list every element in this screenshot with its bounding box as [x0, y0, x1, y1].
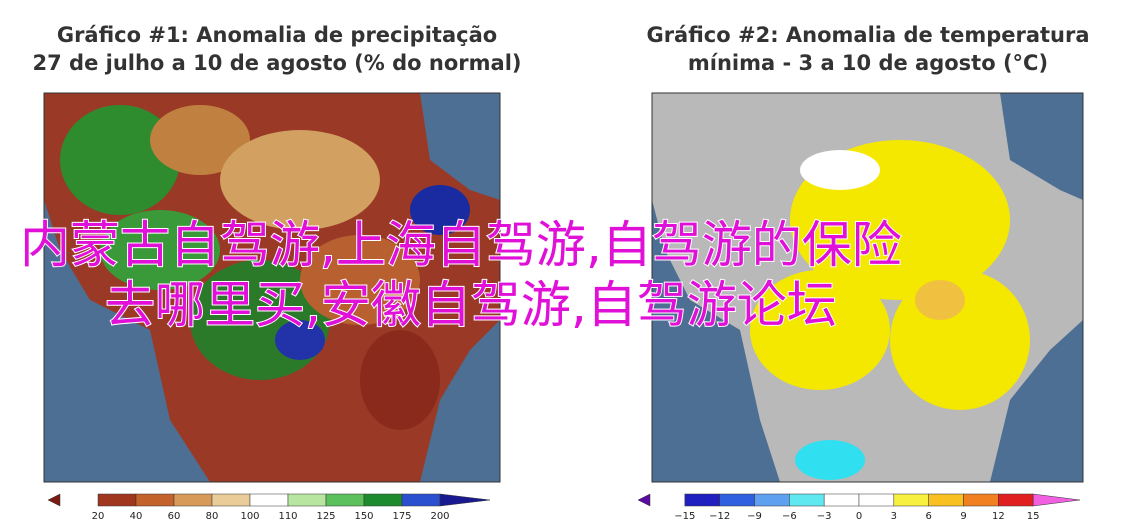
colorbar-label: −3: [817, 511, 832, 522]
title-line: Gráfico #1: Anomalia de precipitação: [57, 23, 497, 47]
colorbar-label: 200: [430, 511, 449, 522]
colorbar-segment: [363, 493, 403, 507]
colorbar-segment: [97, 493, 137, 507]
colorbar-arrow: [439, 493, 491, 507]
overlay-text: 内蒙古自驾游,上海自驾游,自驾游的保险: [20, 216, 902, 274]
colorbar: −15 −12 −9 −6 −3 0 3 6 9 12 15: [637, 493, 1081, 522]
colorbar-label: −15: [674, 511, 695, 522]
colorbar-segment: [249, 493, 289, 507]
colorbar: 20 40 60 80 100 110 125 150 175 200: [47, 493, 491, 522]
colorbar-label: 110: [278, 511, 297, 522]
colorbar-segment: [893, 493, 929, 507]
colorbar-segment: [823, 493, 860, 507]
colorbar-label: −12: [709, 511, 730, 522]
title-line: mínima - 3 a 10 de agosto (°C): [688, 51, 1048, 75]
colorbar-segment: [998, 493, 1034, 507]
title-line: 27 de julho a 10 de agosto (% do normal): [33, 51, 522, 75]
colorbar-label: 6: [925, 511, 931, 522]
colorbar-label: 3: [891, 511, 897, 522]
colorbar-arrow: [637, 493, 651, 507]
colorbar-segment: [719, 493, 755, 507]
title-line: Gráfico #2: Anomalia de temperatura: [646, 23, 1089, 47]
colorbar-segment: [173, 493, 213, 507]
colorbar-label: 40: [130, 511, 143, 522]
colorbar-label: 100: [240, 511, 259, 522]
colorbar-segment: [211, 493, 251, 507]
map-frame: [43, 92, 501, 483]
colorbar-label: 175: [392, 511, 411, 522]
colorbar-segment: [928, 493, 964, 507]
colorbar-label: 12: [992, 511, 1005, 522]
colorbar-label: −6: [782, 511, 797, 522]
colorbar-arrow: [47, 493, 61, 507]
colorbar-segment: [135, 493, 175, 507]
map-temperature: [652, 93, 1083, 482]
colorbar-label: 0: [856, 511, 862, 522]
map-precipitation: [44, 93, 500, 482]
colorbar-segment: [684, 493, 720, 507]
colorbar-segment: [287, 493, 327, 507]
colorbar-segment: [789, 493, 825, 507]
colorbar-arrow: [1032, 493, 1081, 507]
colorbar-label: 15: [1027, 511, 1040, 522]
colorbar-label: −9: [747, 511, 762, 522]
colorbar-segment: [858, 493, 895, 507]
colorbar-segment: [963, 493, 999, 507]
map-frame: [651, 92, 1084, 483]
colorbar-label: 60: [168, 511, 181, 522]
colorbar-segment: [754, 493, 790, 507]
overlay-text: 去哪里买,安徽自驾游,自驾游论坛: [105, 276, 837, 334]
colorbar-label: 20: [92, 511, 105, 522]
colorbar-segment: [401, 493, 441, 507]
colorbar-label: 125: [316, 511, 335, 522]
colorbar-segment: [325, 493, 365, 507]
colorbar-label: 80: [206, 511, 219, 522]
colorbar-label: 9: [960, 511, 966, 522]
colorbar-label: 150: [354, 511, 373, 522]
